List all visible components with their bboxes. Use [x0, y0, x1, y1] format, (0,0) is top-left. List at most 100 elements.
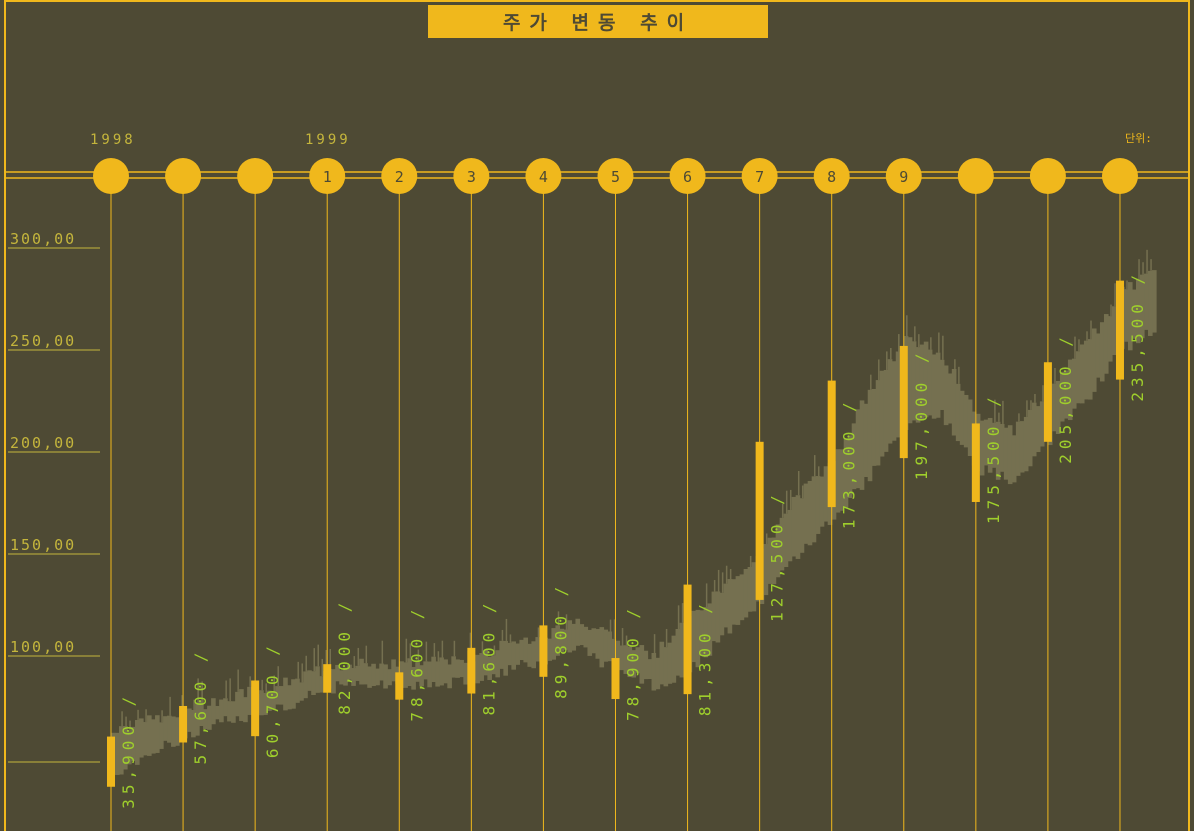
price-band-wick: [717, 569, 720, 592]
price-band-segment: [483, 649, 488, 676]
price-band-wick: [565, 614, 568, 630]
price-band-segment: [995, 421, 1001, 480]
period-marker-circle: [309, 158, 346, 194]
price-band-segment: [867, 389, 873, 482]
price-band-wick: [1054, 367, 1056, 384]
price-band-segment: [447, 664, 452, 689]
price-band-wick: [781, 503, 784, 518]
price-band-wick: [906, 315, 908, 337]
price-band-segment: [643, 650, 649, 680]
period-low-price-label: 81,600 /: [479, 598, 498, 715]
price-band-segment: [475, 654, 480, 684]
price-range-bar: [1115, 280, 1124, 380]
chart-border: [4, 0, 1190, 831]
price-band-wick: [1146, 249, 1148, 274]
price-band-wick: [453, 640, 456, 657]
price-band-wick: [1030, 400, 1032, 410]
price-band-segment: [1019, 421, 1025, 473]
period-low-price-label: 81,300 /: [696, 599, 715, 716]
price-band-segment: [863, 403, 869, 478]
price-band-wick: [785, 490, 788, 514]
price-band-wick: [329, 648, 332, 669]
price-band-wick: [505, 618, 508, 641]
price-band-segment: [599, 627, 605, 668]
price-band-segment: [999, 423, 1005, 472]
period-low-price-label: 35,900 /: [119, 692, 138, 809]
price-band-segment: [147, 715, 152, 756]
price-band-segment: [283, 677, 288, 711]
price-band-segment: [435, 661, 440, 687]
price-band-wick: [789, 489, 792, 510]
price-band-segment: [275, 686, 280, 705]
price-band-segment: [271, 691, 276, 710]
price-band-wick: [1090, 320, 1092, 340]
price-band-segment: [431, 656, 436, 683]
price-band-segment: [603, 629, 609, 662]
price-band-segment: [351, 668, 356, 686]
price-band-wick: [878, 359, 880, 381]
price-band-segment: [547, 638, 553, 661]
price-band-segment: [919, 344, 925, 420]
period-marker-circle: [237, 158, 274, 194]
price-band-wick: [886, 351, 888, 370]
price-band-wick: [357, 647, 360, 666]
price-band-segment: [1055, 381, 1061, 434]
price-band-segment: [679, 622, 685, 678]
price-band-wick: [1074, 336, 1076, 359]
price-band-segment: [795, 495, 801, 559]
period-month-label: 7: [755, 168, 764, 186]
price-band-segment: [719, 592, 725, 636]
price-band-wick: [409, 643, 412, 659]
period-marker-circle: [597, 158, 634, 194]
price-band-segment: [707, 603, 713, 656]
price-band-wick: [229, 678, 231, 702]
price-band-wick: [1018, 413, 1020, 422]
price-band-segment: [1027, 409, 1033, 467]
period-low-price-label: 197,000 /: [912, 348, 931, 480]
price-band-wick: [1110, 304, 1112, 317]
period-month-label: 2: [395, 168, 404, 186]
price-band-segment: [1123, 289, 1129, 342]
price-band-segment: [1152, 270, 1157, 333]
price-band-segment: [1083, 340, 1089, 400]
price-band-segment: [491, 655, 496, 675]
price-band-segment: [923, 341, 929, 418]
price-band-segment: [463, 662, 468, 685]
price-band-segment: [415, 662, 420, 682]
price-band-segment: [215, 706, 220, 720]
price-band-segment: [647, 659, 653, 680]
price-band-wick: [1078, 339, 1080, 352]
price-band-segment: [519, 639, 525, 661]
y-tick-label: 100,00: [10, 638, 76, 656]
period-marker-circle: [1029, 158, 1066, 194]
period-low-price-label: 78,600 /: [407, 605, 426, 722]
price-band-wick: [653, 634, 656, 653]
price-band-segment: [235, 691, 240, 717]
price-band-wick: [681, 603, 684, 623]
price-band-wick: [317, 644, 320, 667]
price-band-segment: [1127, 282, 1133, 351]
price-band-wick: [145, 709, 147, 723]
price-band-segment: [591, 628, 597, 654]
price-band-segment: [1079, 344, 1085, 404]
year-label-1998: 1998: [90, 132, 136, 148]
price-band-segment: [331, 669, 336, 694]
price-band-segment: [515, 643, 520, 665]
price-band-wick: [301, 663, 303, 683]
price-band-segment: [1015, 421, 1021, 476]
price-band-segment: [343, 667, 348, 686]
price-band-segment: [739, 574, 745, 621]
price-band-segment: [611, 638, 617, 673]
price-band-wick: [1126, 280, 1128, 290]
price-band-segment: [883, 369, 889, 452]
period-marker-circle: [957, 158, 994, 194]
price-band-wick: [1034, 394, 1036, 403]
price-band-segment: [443, 659, 448, 684]
price-band-segment: [951, 368, 957, 436]
price-band-segment: [699, 610, 705, 656]
price-band-segment: [459, 659, 464, 678]
y-tick-label: 250,00: [10, 332, 76, 350]
price-band-wick: [625, 635, 628, 646]
price-band-segment: [1067, 359, 1073, 421]
price-band-segment: [191, 709, 196, 738]
